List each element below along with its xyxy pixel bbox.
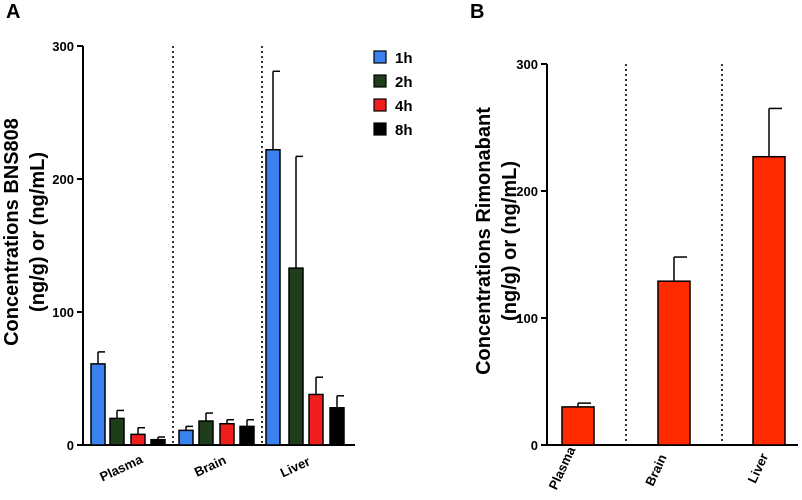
legend-swatch-4h — [373, 98, 387, 112]
y-tick-label: 0 — [531, 438, 538, 453]
bar-liver-8h — [329, 407, 345, 446]
bar-brain-8h — [239, 425, 255, 446]
category-label-plasma: Plasma — [97, 451, 145, 484]
panel-b-letter: B — [470, 1, 484, 23]
y-axis-label-line2: (ng/g) or (ng/mL) — [499, 161, 521, 321]
legend-label-2h: 2h — [395, 74, 413, 91]
y-axis-label-line1: Concentrations Rimonabant — [473, 107, 495, 375]
legend-swatch-1h — [373, 50, 387, 64]
category-label-plasma: Plasma — [545, 444, 578, 492]
y-tick-label: 200 — [52, 172, 74, 187]
y-tick-label: 200 — [516, 184, 538, 199]
y-tick-label: 100 — [516, 311, 538, 326]
bar-plasma-4h — [130, 433, 146, 446]
bar-plasma-1h — [90, 363, 106, 446]
y-tick-label: 300 — [516, 57, 538, 72]
bar-brain — [657, 280, 691, 446]
chart-a: 0 100 200 300 Concentrations BNS808 (ng/g) or… — [1, 39, 413, 484]
chart-b: 0 100 200 300 Concentrations Rimonabant (ng/g… — [473, 57, 798, 492]
bar-liver — [752, 155, 786, 446]
category-label-brain: Brain — [642, 452, 670, 489]
legend-label-8h: 8h — [395, 122, 413, 139]
bar-plasma — [561, 406, 595, 446]
y-axis-label-line1: Concentrations BNS808 — [1, 118, 23, 346]
legend-label-1h: 1h — [395, 50, 413, 67]
panel-a-letter: A — [6, 1, 20, 23]
y-axis-label-line2: (ng/g) or (ng/mL) — [27, 152, 49, 312]
bar-liver-4h — [308, 393, 324, 446]
y-tick-label: 300 — [52, 39, 74, 54]
category-label-brain: Brain — [192, 452, 229, 480]
category-label-liver: Liver — [278, 454, 313, 481]
y-tick-label: 100 — [52, 305, 74, 320]
bar-brain-4h — [219, 422, 235, 446]
category-label-liver: Liver — [745, 451, 772, 486]
bar-brain-2h — [198, 420, 214, 446]
legend-label-4h: 4h — [395, 98, 413, 115]
legend-swatch-2h — [373, 74, 387, 88]
bar-liver-1h — [265, 148, 281, 446]
bar-brain-1h — [178, 429, 194, 446]
y-tick-label: 0 — [67, 438, 74, 453]
bar-liver-2h — [288, 267, 304, 446]
bar-plasma-8h — [150, 438, 166, 446]
bar-plasma-2h — [109, 417, 125, 446]
legend-swatch-8h — [373, 122, 387, 136]
